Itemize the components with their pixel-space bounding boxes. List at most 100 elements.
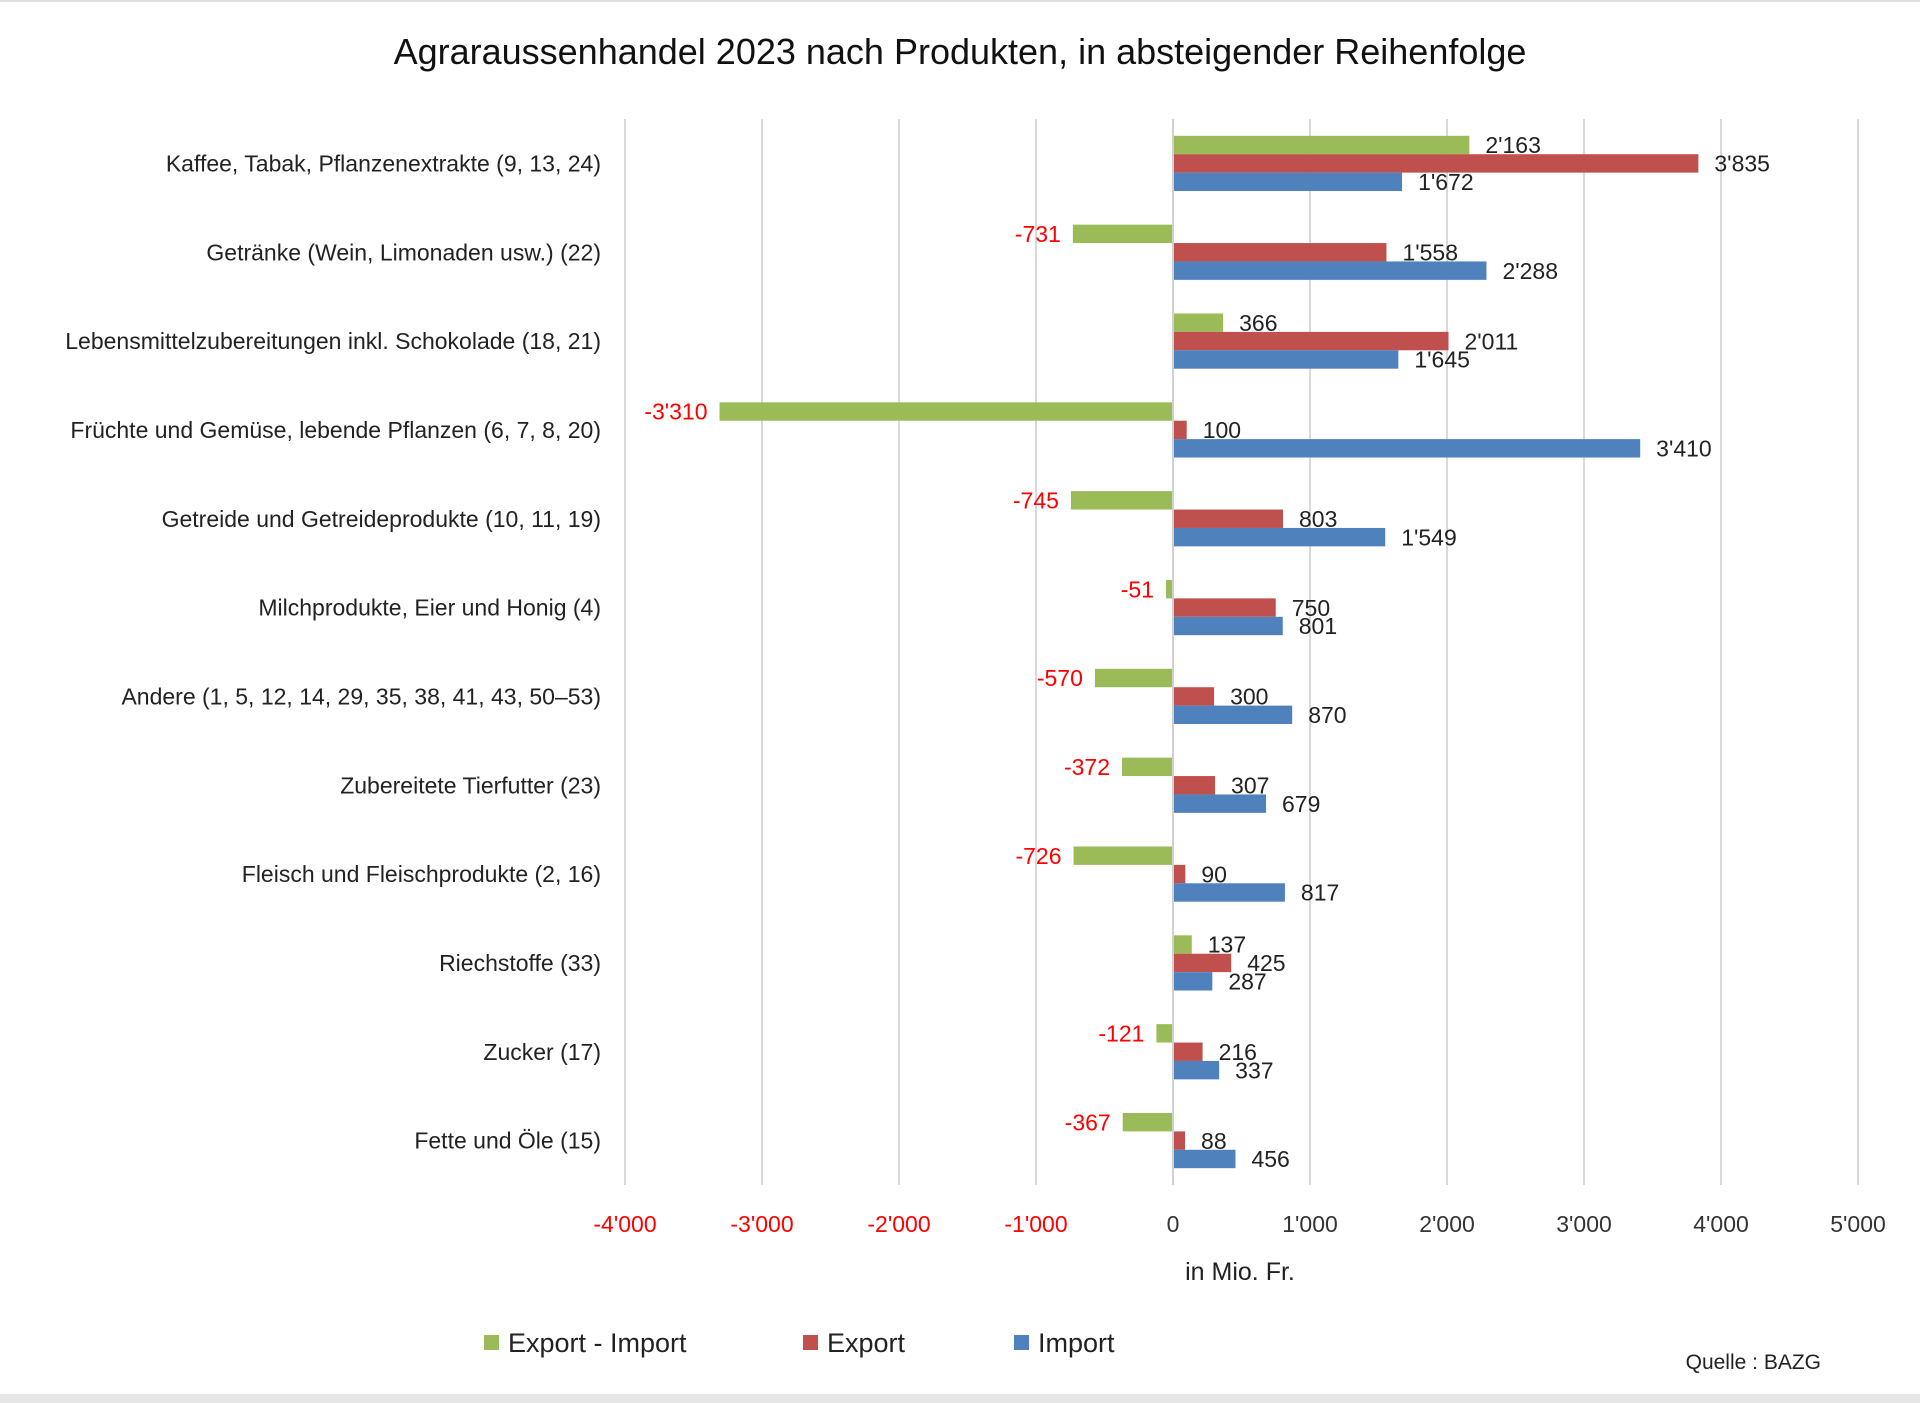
data-label: 425 (1247, 950, 1285, 976)
bar-export (1173, 420, 1187, 440)
data-label: 870 (1308, 702, 1346, 728)
bar-import (1173, 1149, 1236, 1169)
data-label: 3'410 (1656, 436, 1712, 462)
category-label: Fleisch und Fleischprodukte (2, 16) (242, 861, 601, 887)
data-label: 337 (1235, 1057, 1273, 1083)
bar-export (1173, 598, 1276, 617)
data-label: -745 (1013, 488, 1059, 514)
bar-export-import (1122, 1112, 1173, 1132)
data-label: -3'310 (644, 399, 707, 425)
x-tick-label: 2'000 (1419, 1211, 1475, 1237)
category-label: Früchte und Gemüse, lebende Pflanzen (6,… (70, 417, 601, 443)
bar-export-import (1173, 935, 1192, 954)
bottom-border (0, 1394, 1920, 1403)
data-label: -367 (1065, 1109, 1111, 1135)
bar-export-import (1070, 491, 1173, 510)
category-label: Kaffee, Tabak, Pflanzenextrakte (9, 13, … (166, 150, 601, 176)
bar-import (1173, 527, 1386, 547)
bar-import (1173, 794, 1267, 813)
top-border (0, 0, 1920, 2)
category-label: Getreide und Getreideprodukte (10, 11, 1… (162, 506, 601, 532)
bar-import (1173, 350, 1399, 369)
bar-export-import (1156, 1024, 1173, 1043)
bar-export-import (1072, 224, 1173, 244)
x-tick-label: 1'000 (1282, 1211, 1338, 1237)
data-label: 90 (1201, 861, 1227, 887)
category-label: Getränke (Wein, Limonaden usw.) (22) (206, 239, 601, 265)
data-label: 801 (1299, 613, 1337, 639)
bar-export-import (1122, 757, 1173, 777)
data-label: -121 (1098, 1021, 1144, 1047)
legend-swatch (484, 1335, 499, 1350)
data-label: 366 (1239, 310, 1277, 336)
x-tick-label: -3'000 (730, 1211, 793, 1237)
data-label: 307 (1231, 772, 1269, 798)
data-label: 817 (1301, 880, 1339, 906)
data-label: 2'163 (1485, 132, 1541, 158)
data-label: 1'645 (1414, 347, 1470, 373)
bar-export-import (1173, 135, 1470, 155)
bar-export-import (1073, 846, 1173, 865)
x-tick-label: 4'000 (1693, 1211, 1749, 1237)
bar-export (1173, 1042, 1203, 1061)
source-note: Quelle : BAZG (1686, 1351, 1821, 1374)
bar-export (1173, 1131, 1186, 1150)
bar-export-import (1094, 668, 1173, 688)
category-label: Zubereitete Tierfutter (23) (340, 772, 601, 798)
bar-export (1173, 331, 1449, 351)
bar-import (1173, 705, 1293, 725)
bar-import (1173, 972, 1213, 991)
x-axis-title: in Mio. Fr. (1185, 1258, 1295, 1286)
data-label: 1'672 (1418, 169, 1474, 195)
bar-import (1173, 439, 1641, 458)
bar-import (1173, 883, 1285, 902)
category-label: Milchprodukte, Eier und Honig (4) (258, 595, 601, 621)
bar-export (1173, 864, 1186, 884)
bar-export (1173, 243, 1387, 262)
legend-label: Export - Import (508, 1328, 687, 1358)
data-label: 750 (1292, 595, 1330, 621)
data-label: 216 (1219, 1039, 1257, 1065)
bar-export (1173, 776, 1216, 795)
data-label: 287 (1228, 969, 1266, 995)
category-label: Andere (1, 5, 12, 14, 29, 35, 38, 41, 43… (121, 683, 601, 709)
bar-import (1173, 172, 1403, 192)
chart-title: Agraraussenhandel 2023 nach Produkten, i… (394, 31, 1527, 72)
data-label: -731 (1015, 221, 1061, 247)
data-label: 300 (1230, 684, 1268, 710)
bar-import (1173, 261, 1487, 280)
category-label: Lebensmittelzubereitungen inkl. Schokola… (65, 328, 601, 354)
category-label: Fette und Öle (15) (414, 1128, 601, 1154)
bar-export (1173, 687, 1215, 706)
legend-label: Export (827, 1328, 906, 1358)
bar-export (1173, 154, 1699, 173)
bar-import (1173, 1060, 1220, 1080)
data-label: -51 (1121, 576, 1154, 602)
legend-swatch (1014, 1335, 1029, 1350)
data-label: 456 (1251, 1146, 1289, 1172)
x-tick-label: -4'000 (593, 1211, 656, 1237)
x-tick-label: -1'000 (1004, 1211, 1067, 1237)
data-label: -570 (1037, 665, 1083, 691)
data-label: 2'288 (1502, 258, 1558, 284)
category-label: Zucker (17) (483, 1039, 601, 1065)
data-label: 2'011 (1465, 328, 1519, 354)
category-label: Riechstoffe (33) (439, 950, 601, 976)
legend-label: Import (1038, 1328, 1115, 1358)
bar-import (1173, 616, 1283, 636)
bar-export-import (1166, 579, 1173, 599)
x-tick-label: -2'000 (867, 1211, 930, 1237)
x-tick-label: 5'000 (1830, 1211, 1886, 1237)
data-label: 137 (1208, 932, 1246, 958)
data-label: 1'549 (1401, 524, 1457, 550)
legend-swatch (803, 1335, 818, 1350)
bar-export (1173, 509, 1284, 528)
bar-export (1173, 953, 1232, 973)
x-tick-label: 3'000 (1556, 1211, 1612, 1237)
data-label: 3'835 (1714, 151, 1770, 177)
bar-export-import (719, 402, 1173, 421)
bar-export-import (1173, 313, 1224, 332)
x-tick-label: 0 (1167, 1211, 1180, 1237)
data-label: 803 (1299, 506, 1337, 532)
